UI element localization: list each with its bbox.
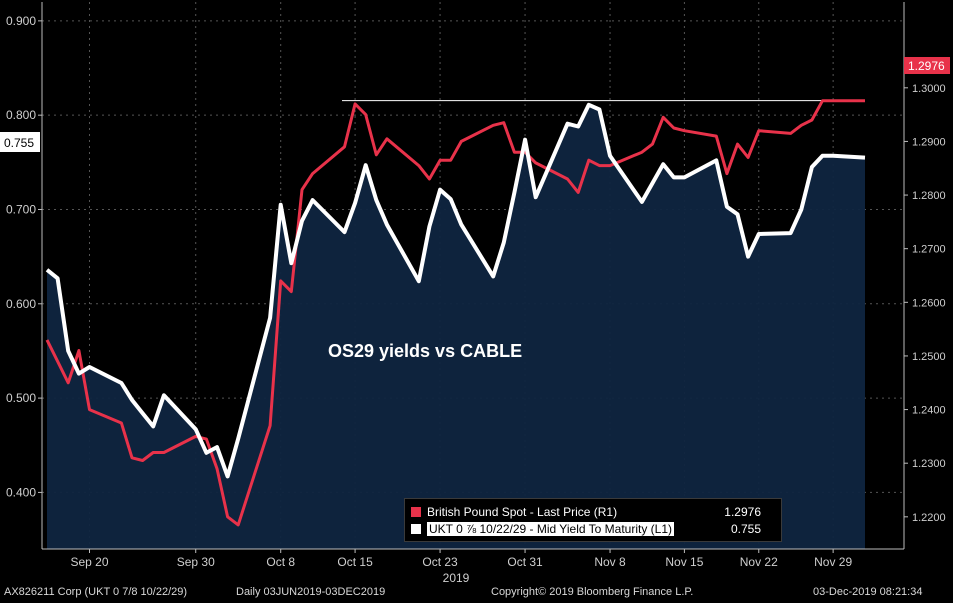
legend: British Pound Spot - Last Price (R1) 1.2… xyxy=(404,498,782,542)
legend-swatch-yield xyxy=(411,523,421,534)
left-tick-label: 0.500 xyxy=(6,391,36,405)
right-tick-label: 1.2300 xyxy=(912,458,946,470)
right-tick-label: 1.2800 xyxy=(912,190,946,202)
right-tick-label: 1.2400 xyxy=(912,405,946,417)
right-tick-label: 1.2500 xyxy=(912,351,946,363)
footer-timestamp: 03-Dec-2019 08:21:34 xyxy=(813,586,923,598)
cable-series-line xyxy=(45,99,865,527)
right-axis-ticks: 1.3000 1.2900 1.2800 1.2700 1.2600 1.2500 1.24… xyxy=(904,83,946,524)
legend-item-yield: UKT 0 ⅞ 10/22/29 - Mid Yield To Maturity… xyxy=(411,520,775,537)
x-tick-label: Oct 15 xyxy=(337,555,373,569)
right-tick-label: 1.2600 xyxy=(912,297,946,309)
legend-label-yield: UKT 0 ⅞ 10/22/29 - Mid Yield To Maturity… xyxy=(427,521,675,536)
x-tick-label: Oct 8 xyxy=(266,555,295,569)
x-tick-label: Sep 30 xyxy=(177,555,215,569)
legend-label-cable: British Pound Spot - Last Price (R1) xyxy=(427,504,618,519)
x-tick-label: Nov 22 xyxy=(740,555,778,569)
legend-value-yield: 0.755 xyxy=(730,521,761,536)
right-tick-label: 1.2900 xyxy=(912,136,946,148)
footer-security: AX826211 Corp (UKT 0 7/8 10/22/29) xyxy=(4,586,188,598)
left-tick-label: 0.600 xyxy=(6,297,36,311)
x-tick-label: Nov 8 xyxy=(594,555,626,569)
axes xyxy=(41,2,905,550)
grid-lines xyxy=(42,2,904,549)
legend-item-cable: British Pound Spot - Last Price (R1) 1.2… xyxy=(411,503,775,520)
yield-area-fill xyxy=(47,104,865,550)
right-tick-label: 1.3000 xyxy=(912,83,946,95)
x-tick-label: Oct 31 xyxy=(507,555,543,569)
left-last-value-label: 0.755 xyxy=(0,132,40,152)
yield-series-line xyxy=(45,102,866,479)
legend-value-cable: 1.2976 xyxy=(724,504,761,519)
x-axis-year-label: 2019 xyxy=(443,571,470,585)
right-tick-label: 1.2700 xyxy=(912,244,946,256)
svg-text:0.755: 0.755 xyxy=(4,136,34,150)
x-tick-label: Nov 29 xyxy=(814,555,852,569)
x-tick-label: Sep 20 xyxy=(70,555,108,569)
left-axis-ticks: 0.900 0.800 0.700 0.600 0.500 0.400 xyxy=(6,14,42,499)
svg-text:1.2976: 1.2976 xyxy=(908,59,945,73)
right-last-value-label: 1.2976 xyxy=(904,57,950,74)
x-axis-ticks: Sep 20 Sep 30 Oct 8 Oct 15 Oct 23 Oct 31 Nov 8… xyxy=(70,549,852,569)
left-tick-label: 0.700 xyxy=(6,202,36,216)
x-tick-label: Nov 15 xyxy=(665,555,703,569)
legend-swatch-cable xyxy=(411,506,421,517)
left-tick-label: 0.400 xyxy=(6,485,36,499)
footer-copyright: Copyright© 2019 Bloomberg Finance L.P. xyxy=(491,586,694,598)
chart-title: OS29 yields vs CABLE xyxy=(328,341,522,361)
right-tick-label: 1.2200 xyxy=(912,512,946,524)
left-tick-label: 0.900 xyxy=(6,14,36,28)
footer-period: Daily 03JUN2019-03DEC2019 xyxy=(236,586,386,598)
x-tick-label: Oct 23 xyxy=(422,555,458,569)
left-tick-label: 0.800 xyxy=(6,108,36,122)
